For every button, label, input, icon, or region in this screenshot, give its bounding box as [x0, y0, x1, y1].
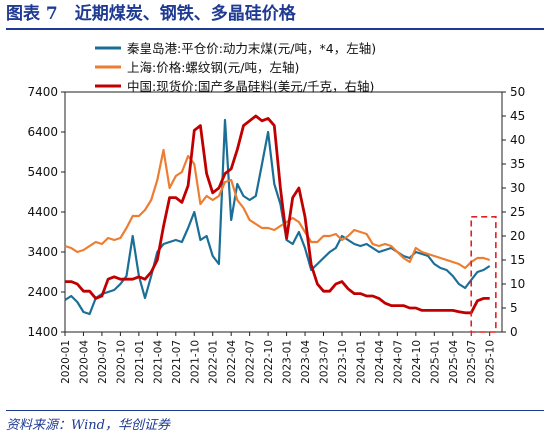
x-tick-label: 2025-07 [466, 340, 478, 384]
x-tick-label: 2024-01 [355, 340, 367, 384]
legend-label: 秦皇岛港:平仓价:动力末煤(元/吨，*4，左轴) [127, 41, 376, 56]
left-tick-label: 5400 [27, 165, 58, 179]
right-tick-label: 0 [510, 325, 518, 339]
right-tick-label: 15 [510, 253, 525, 267]
series-line-3 [65, 114, 490, 315]
right-axis: 0 5 10 15 20 25 30 35 40 45 50 [502, 85, 525, 339]
left-tick-label: 7400 [27, 85, 58, 99]
x-tick-label: 2025-04 [448, 340, 460, 384]
right-tick-label: 10 [510, 277, 525, 291]
x-tick-label: 2020-10 [115, 340, 127, 384]
x-tick-label: 2022-04 [226, 340, 238, 384]
x-tick-label: 2022-10 [263, 340, 275, 384]
source-note: 资料来源：Wind，华创证券 [6, 410, 544, 433]
right-tick-label: 45 [510, 109, 525, 123]
left-axis: 1400 2400 3400 4400 5400 6400 7400 [27, 85, 65, 339]
x-axis: 2020-01 2020-04 2020-07 2020-10 2021-01 2021-… [60, 332, 497, 384]
right-tick-label: 35 [510, 157, 525, 171]
series-group [64, 114, 491, 316]
x-tick-label: 2023-10 [337, 340, 349, 384]
highlight-box [470, 216, 497, 333]
x-tick-label: 2021-04 [152, 340, 164, 384]
right-tick-label: 20 [510, 229, 525, 243]
x-tick-label: 2023-07 [319, 340, 331, 384]
right-tick-label: 40 [510, 133, 525, 147]
legend: 秦皇岛港:平仓价:动力末煤(元/吨，*4，左轴) 上海:价格:螺纹钢(元/吨，左轴… [95, 41, 376, 94]
series-line-1 [64, 118, 491, 316]
chart-title: 图表 7 近期煤炭、钢铁、多晶硅价格 [6, 2, 544, 30]
x-tick-label: 2023-01 [282, 340, 294, 384]
left-tick-label: 2400 [27, 285, 58, 299]
x-tick-label: 2021-07 [171, 340, 183, 384]
left-tick-label: 4400 [27, 205, 58, 219]
left-tick-label: 6400 [27, 125, 58, 139]
x-tick-label: 2021-10 [189, 340, 201, 384]
x-tick-label: 2023-04 [300, 340, 312, 384]
x-tick-label: 2020-07 [97, 340, 109, 384]
x-tick-label: 2022-01 [208, 340, 220, 384]
legend-label: 中国:现货价:国产多晶硅料(美元/千克，右轴) [127, 79, 374, 94]
x-tick-label: 2022-07 [245, 340, 257, 384]
left-tick-label: 3400 [27, 245, 58, 259]
right-tick-label: 30 [510, 181, 525, 195]
x-tick-label: 2024-10 [411, 340, 423, 384]
x-tick-label: 2025-01 [429, 340, 441, 384]
series-line-2 [64, 148, 491, 270]
x-tick-label: 2024-07 [392, 340, 404, 384]
right-tick-label: 25 [510, 205, 525, 219]
legend-label: 上海:价格:螺纹钢(元/吨，左轴) [127, 60, 299, 75]
right-tick-label: 5 [510, 301, 518, 315]
right-tick-label: 50 [510, 85, 525, 99]
x-tick-label: 2020-04 [78, 340, 90, 384]
x-tick-label: 2021-01 [134, 340, 146, 384]
x-tick-label: 2020-01 [60, 340, 72, 384]
x-tick-label: 2024-04 [374, 340, 386, 384]
left-tick-label: 1400 [27, 325, 58, 339]
x-tick-label: 2025-10 [485, 340, 497, 384]
